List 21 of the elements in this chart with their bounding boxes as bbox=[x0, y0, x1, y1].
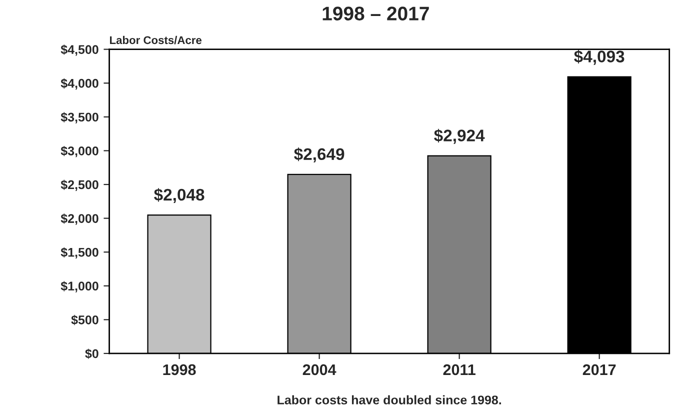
data-label: $2,924 bbox=[434, 128, 485, 144]
y-tick-label: $2,500 bbox=[60, 180, 98, 191]
data-label: $2,649 bbox=[294, 147, 344, 162]
chart-title: 1998 – 2017 bbox=[322, 6, 429, 20]
x-tick-label: 1998 bbox=[163, 364, 196, 376]
text: Labor costs have doubled since 1998. bbox=[278, 395, 501, 404]
y-tick-label: $1,000 bbox=[60, 281, 98, 292]
data-label: $2,048 bbox=[154, 188, 204, 204]
data-label: $4,093 bbox=[574, 50, 624, 65]
y-tick-label: $4,000 bbox=[60, 78, 98, 90]
x-tick-label: 2011 bbox=[443, 364, 476, 376]
y-tick-label: $500 bbox=[71, 314, 98, 326]
y-tick-label: $3,000 bbox=[60, 146, 98, 158]
x-tick-label: 2017 bbox=[582, 364, 616, 376]
x-tick-label: 2004 bbox=[302, 364, 336, 376]
y-tick-label: $3,500 bbox=[60, 112, 98, 124]
y-tick-label: $4,500 bbox=[60, 44, 98, 56]
y-tick-label: $0 bbox=[85, 348, 98, 359]
y-axis-title: Labor Costs/Acre bbox=[110, 36, 202, 44]
y-tick-label: $2,000 bbox=[60, 214, 98, 225]
y-tick-label: $1,500 bbox=[60, 247, 98, 259]
